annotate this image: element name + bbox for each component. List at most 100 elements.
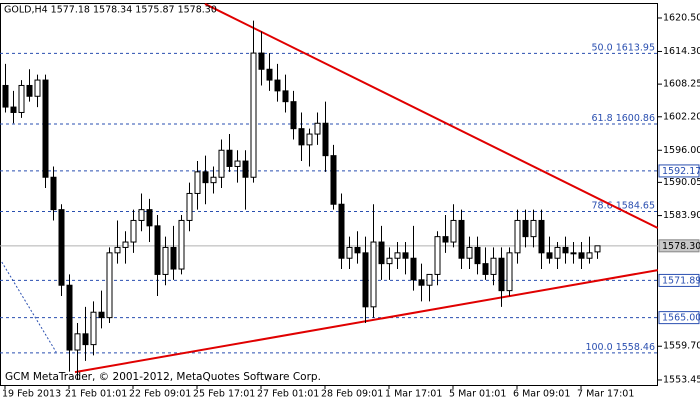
level-box [658,164,700,178]
candle-body [410,257,417,281]
candle-body [474,246,481,265]
candle-body [546,252,553,259]
candle-body [202,171,209,184]
level-label: 1571.89 [662,275,700,286]
x-tick-label: 27 Feb 01:01 [257,389,319,400]
candle-body [242,160,249,178]
candle-body [170,246,177,270]
candle-body [298,128,305,146]
candle-body [178,219,185,270]
candle-body [522,219,529,238]
candle-body [250,52,257,178]
candle-body [130,219,137,243]
level-label: 1592.17 [662,166,700,177]
candle-body [154,225,161,275]
level-label: 1565.00 [662,313,700,324]
candle-body [442,236,449,243]
candle-body [594,245,601,253]
candle-body [490,257,497,275]
y-tick-label: 1583.90 [663,210,700,221]
candle-body [66,284,73,351]
fib-price: 1558.46 [616,341,655,352]
candle-body [138,209,145,221]
candle-body [466,246,473,259]
candle-body [314,122,321,135]
candle-body [426,273,433,286]
fib-label: 100.0 1558.46 [585,341,655,352]
candle-body [378,241,385,265]
trendline [1,261,57,353]
candle-body [258,52,265,70]
candle-body [218,149,225,178]
candle-body [74,333,81,351]
candle-body [338,203,345,259]
candle-body [306,133,313,146]
candle-body [42,79,49,178]
x-tick-label: 25 Feb 17:01 [193,389,255,400]
candle-body [274,79,281,92]
candle-body [114,246,121,254]
x-tick-label: 7 Mar 17:01 [577,389,634,400]
candle-body [146,209,153,227]
candle-body [234,160,241,167]
candle-body [186,192,193,221]
x-tick-label: 22 Feb 09:01 [129,389,191,400]
candle-body [322,122,329,157]
candle-body [346,246,353,259]
y-tick-label: 1608.25 [663,79,700,90]
candle-body [122,241,129,248]
candle-body [282,90,289,103]
candle-body [370,241,377,308]
x-tick-label: 28 Feb 09:01 [321,389,383,400]
copyright: GCM MetaTrader, © 2001-2012, MetaQuotes … [5,371,321,383]
y-tick-label: 1614.30 [663,46,700,57]
candle-body [402,252,409,259]
x-tick-label: 1 Mar 17:01 [385,389,442,400]
y-tick-label: 1602.20 [663,111,700,122]
candle-body [26,84,33,97]
x-tick-label: 19 Feb 2013 [2,389,61,400]
candle-body [538,219,545,254]
candle-body [162,246,169,275]
level-box [658,239,700,253]
y-tick-label: 1553.45 [663,374,700,385]
fib-level: 100.0 [585,341,612,352]
candle-body [82,333,89,346]
level-label: 1578.30 [662,241,700,252]
candle-body [90,311,97,346]
fib-price: 1600.86 [616,113,655,124]
y-tick-label: 1590.05 [663,177,700,188]
candle-body [98,311,105,319]
candle-body [434,236,441,275]
x-tick-label: 5 Mar 01:01 [449,389,506,400]
candle-body [450,219,457,243]
plot-frame [0,3,658,386]
candle-body [194,171,201,194]
candle-body [106,252,113,319]
fib-label: 78.6 1584.65 [592,200,655,211]
candle-body [10,106,17,113]
chart-title: GOLD,H4 1577.18 1578.34 1575.87 1578.30 [4,5,217,16]
fib-level: 61.8 [592,113,613,124]
fib-level: 50.0 [592,42,613,53]
candle-body [578,252,585,259]
candle-body [418,279,425,286]
candle-body [2,84,9,108]
candle-body [290,101,297,130]
level-box [658,273,700,287]
y-tick-label: 1559.70 [663,341,700,352]
x-tick-label: 6 Mar 09:01 [513,389,570,400]
candle-body [34,79,41,97]
candle-body [554,246,561,259]
y-tick-label: 1596.00 [663,145,700,156]
candle-body [586,252,593,259]
candle-body [498,257,505,292]
candle-body [50,176,57,211]
x-tick-label: 21 Feb 01:01 [65,389,127,400]
fib-price: 1613.95 [616,42,655,53]
candle-body [210,176,217,184]
candle-body [330,155,337,205]
candle-body [362,252,369,308]
y-tick-label: 1620.50 [663,12,700,23]
